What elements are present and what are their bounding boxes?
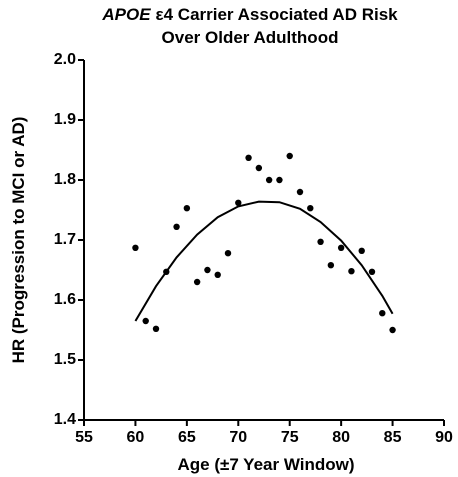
x-tick-label: 55 (75, 429, 93, 446)
data-point (307, 205, 314, 212)
data-point (224, 250, 232, 257)
y-tick-label: 2.0 (54, 51, 76, 68)
x-axis-label: Age (±7 Year Window) (177, 455, 354, 474)
y-tick-label: 1.8 (54, 171, 76, 188)
y-tick-label: 1.5 (54, 351, 76, 368)
x-tick-label: 75 (281, 429, 299, 446)
data-point (204, 266, 211, 274)
y-axis-label: HR (Progression to MCI or AD) (9, 117, 28, 364)
title-rest: ε4 Carrier Associated AD Risk (156, 5, 399, 24)
x-tick-label: 65 (178, 429, 196, 446)
data-point (245, 154, 252, 161)
title-italic: APOE (101, 5, 151, 24)
chart-title-line2: Over Older Adulthood (162, 28, 339, 47)
data-point (265, 176, 273, 184)
data-point (358, 247, 365, 254)
data-point (142, 317, 149, 325)
data-point (389, 326, 396, 334)
x-tick-label: 80 (332, 429, 350, 446)
y-tick-label: 1.9 (54, 111, 76, 128)
data-point (348, 268, 355, 275)
data-point (214, 271, 221, 278)
y-tick-label: 1.6 (54, 291, 76, 308)
data-point (337, 244, 345, 251)
data-point (317, 238, 324, 245)
y-tick-label: 1.4 (54, 411, 76, 428)
data-point (255, 164, 263, 172)
data-point (183, 205, 191, 212)
data-point (173, 223, 180, 230)
data-point (132, 244, 139, 251)
data-point (327, 262, 335, 269)
data-point (276, 176, 283, 184)
chart-title: APOE ε4 Carrier Associated AD Risk (101, 5, 398, 24)
y-tick-label: 1.7 (54, 231, 76, 248)
data-point (152, 325, 160, 332)
data-point (286, 152, 293, 160)
data-point (296, 188, 304, 196)
x-tick-label: 60 (127, 429, 145, 446)
data-point (193, 278, 201, 286)
x-tick-label: 70 (229, 429, 247, 446)
x-tick-label: 85 (384, 429, 402, 446)
data-point (163, 268, 170, 275)
x-tick-label: 90 (435, 429, 453, 446)
data-point (379, 310, 386, 317)
data-point (368, 268, 376, 275)
data-point (235, 199, 242, 206)
fit-curve (134, 200, 394, 322)
